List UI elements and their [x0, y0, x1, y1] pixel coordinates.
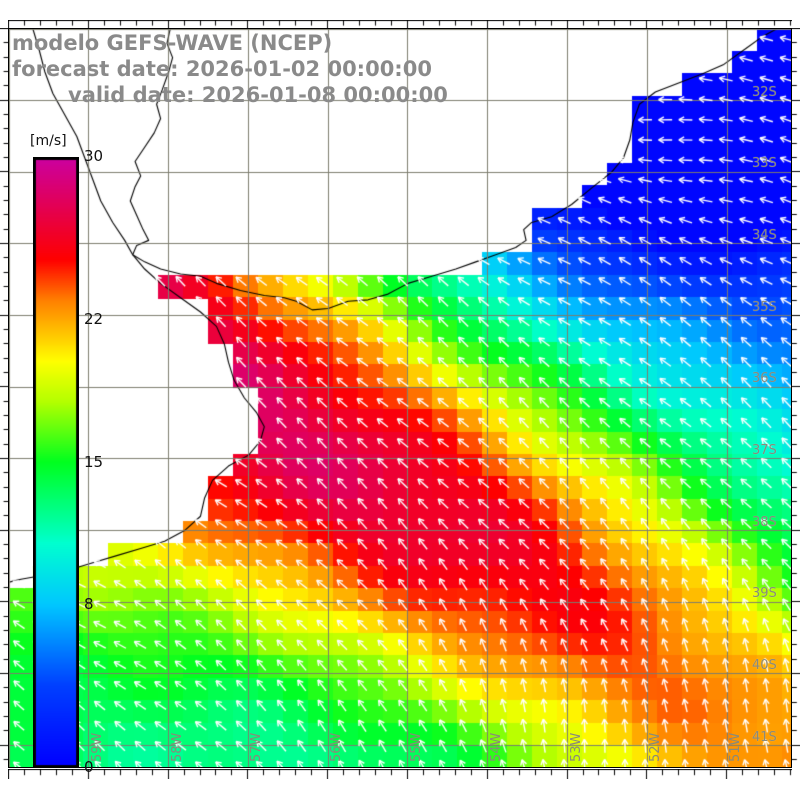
- map-plot-area[interactable]: [8, 28, 792, 768]
- longitude-label-55W: 55W: [408, 732, 424, 762]
- colorbar-unit-label: [m/s]: [30, 133, 67, 149]
- latitude-label-32S: 32S: [752, 84, 777, 100]
- latitude-label-40S: 40S: [752, 657, 777, 673]
- latitude-label-37S: 37S: [752, 442, 777, 458]
- latitude-label-36S: 36S: [752, 371, 777, 387]
- longitude-label-54W: 54W: [488, 732, 504, 762]
- right-tick-ruler: [792, 28, 800, 768]
- longitude-label-59W: 59W: [89, 732, 105, 762]
- wind-direction-arrows: [9, 29, 791, 767]
- colorbar-tick-0: 0: [84, 758, 94, 776]
- left-tick-ruler: [0, 28, 9, 768]
- longitude-label-52W: 52W: [648, 732, 664, 762]
- longitude-label-51W: 51W: [728, 732, 744, 762]
- longitude-label-58W: 58W: [169, 732, 185, 762]
- latitude-label-38S: 38S: [752, 514, 777, 530]
- colorbar-tick-15: 15: [84, 452, 104, 471]
- latitude-label-41S: 41S: [752, 729, 777, 745]
- top-tick-ruler: [8, 20, 792, 29]
- colorbar-tick-8: 8: [84, 595, 94, 614]
- longitude-label-53W: 53W: [568, 732, 584, 762]
- longitude-label-57W: 57W: [249, 732, 265, 762]
- latitude-label-39S: 39S: [752, 586, 777, 602]
- bottom-tick-ruler: [8, 769, 792, 779]
- latitude-label-33S: 33S: [752, 156, 777, 172]
- colorbar-tick-30: 30: [84, 147, 104, 165]
- colorbar-tick-22: 22: [84, 309, 104, 328]
- latitude-label-35S: 35S: [752, 299, 777, 315]
- longitude-label-56W: 56W: [329, 732, 345, 762]
- latitude-label-34S: 34S: [752, 227, 777, 243]
- colorbar[interactable]: [33, 157, 79, 768]
